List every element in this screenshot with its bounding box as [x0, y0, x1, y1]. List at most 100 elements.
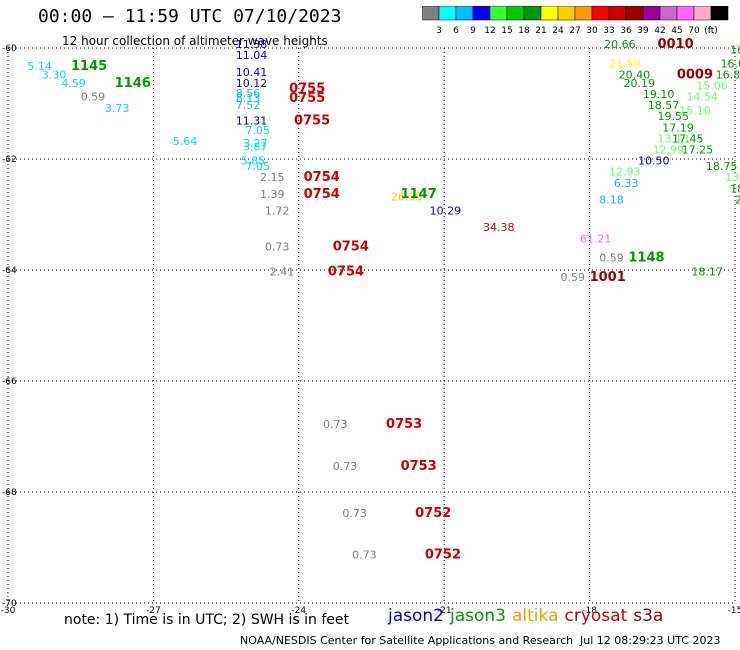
wave-height-label: 15.10 [679, 105, 711, 118]
pass-time-label: 0755 [294, 114, 330, 129]
wave-height-label: 17.45 [672, 132, 704, 145]
color-scale: 3 6 9 12 15 18 21 24 27 30 33 36 39 42 45 70 (ft) [422, 6, 729, 36]
wave-height-label: 7.52 [236, 99, 261, 112]
pass-time-label: 0753 [386, 417, 422, 432]
wave-height-label: 10.50 [638, 155, 670, 168]
pass-time-label: 0752 [425, 548, 461, 563]
y-tick-label: -64 [2, 266, 17, 276]
wave-height-label: 17.25 [682, 143, 714, 156]
legend-entry-s3a: s3a [633, 606, 664, 626]
x-tick-label: -24 [291, 606, 306, 616]
wave-height-label: 11.04 [236, 49, 268, 62]
pass-time-label: 0754 [304, 170, 340, 185]
y-tick-label: -60 [2, 44, 17, 54]
y-tick-label: -70 [2, 599, 17, 609]
scale-swatch [710, 6, 729, 21]
wave-height-label: 13.98 [725, 171, 740, 184]
wave-height-label: 4.59 [61, 77, 86, 90]
x-tick-label: -30 [1, 606, 16, 616]
scale-label: 21 [535, 26, 546, 36]
pass-time-label: 0753 [401, 459, 437, 474]
wave-height-label: 20.40 [619, 69, 651, 82]
footnote: note: 1) Time is in UTC; 2) SWH is in fe… [64, 612, 350, 628]
pass-time-label: 0009 [677, 68, 713, 83]
wave-height-label: 17.19 [662, 121, 694, 134]
wave-height-label: 11.38 [236, 38, 268, 51]
wave-height-label: 3.27 [243, 137, 268, 150]
wave-height-label: 2.41 [270, 266, 295, 279]
wave-height-label: 3.87 [243, 141, 268, 154]
legend-entry-jason2: jason2 [388, 606, 444, 626]
credit-line: NOAA/NESDIS Center for Satellite Applica… [240, 634, 574, 647]
wave-height-label: 7.05 [245, 160, 270, 173]
wave-height-label: 0.59 [599, 252, 624, 265]
wave-height-label: 10.41 [236, 66, 268, 79]
legend-entry-jason3: jason3 [450, 606, 506, 626]
scale-label: 33 [603, 26, 614, 36]
wave-height-label: 19.55 [657, 110, 689, 123]
generated-timestamp: Jul 12 08:29:23 UTC 2023 [580, 634, 721, 647]
wave-height-label: 0.59 [561, 271, 586, 284]
pass-time-label: 0755 [289, 91, 325, 106]
wave-height-label: 18.3 [730, 182, 740, 195]
page-subtitle: 12 hour collection of altimeter wave hei… [62, 34, 328, 48]
y-tick-label: -66 [2, 377, 17, 387]
wave-height-label: 20.66 [604, 38, 636, 51]
pass-time-label: 0755 [289, 81, 325, 96]
pass-time-label: 0754 [333, 240, 369, 255]
wave-height-label: 7.05 [245, 124, 270, 137]
scale-label: 9 [470, 26, 476, 36]
wave-height-label: 20 [735, 193, 740, 206]
pass-time-label: 1001 [590, 270, 626, 285]
wave-height-label: 8.13 [236, 92, 261, 105]
wave-height-label: 26.33 [391, 191, 423, 204]
wave-height-label: 0.73 [265, 241, 290, 254]
wave-height-label: 1.72 [265, 205, 290, 218]
wave-height-label: 18.75 [706, 160, 738, 173]
wave-height-label: 5.14 [27, 60, 51, 73]
pass-time-label: 0754 [328, 265, 364, 280]
wave-height-label: 3.30 [42, 69, 67, 82]
scale-label: 39 [637, 26, 649, 36]
wave-height-label: 10.29 [430, 205, 462, 218]
scale-label: 27 [569, 26, 580, 36]
wave-height-label: 0.73 [342, 507, 367, 520]
scale-label: 3 [436, 26, 442, 36]
wave-height-label: 15.06 [696, 80, 728, 93]
wave-height-label: 34.38 [483, 221, 515, 234]
scale-label: 70 [688, 26, 700, 36]
wave-height-label: 13.13 [657, 132, 689, 145]
wave-height-label: 12.93 [609, 166, 641, 179]
scale-label: (ft) [704, 26, 718, 36]
pass-time-label: 1148 [628, 251, 664, 266]
pass-time-label: 1145 [71, 59, 107, 74]
satellite-legend: jason2 jason3 altika cryosat s3a [388, 606, 669, 626]
y-tick-label: -68 [2, 488, 17, 498]
pass-time-label: 0752 [415, 506, 451, 521]
legend-entry-cryosat: cryosat [564, 606, 628, 626]
wave-height-label: 2.15 [260, 171, 285, 184]
x-tick-label: -27 [146, 606, 161, 616]
legend-entry-altika: altika [512, 606, 559, 626]
x-tick-label: -21 [437, 606, 452, 616]
wave-height-label: 21.59 [609, 57, 641, 70]
scale-label: 30 [586, 26, 598, 36]
wave-height-label: 6.33 [614, 177, 639, 190]
wave-height-label: 19.10 [643, 88, 675, 101]
wave-height-label: 11.31 [236, 115, 268, 128]
wave-height-label: 18.17 [691, 266, 723, 279]
wave-height-label: 3.73 [105, 102, 130, 115]
wave-height-label: 16.0 [720, 57, 740, 70]
wave-height-label: 16 [730, 44, 740, 57]
wave-height-label: 0.73 [333, 460, 358, 473]
wave-height-label: 16.88 [716, 69, 740, 82]
x-tick-label: -18 [582, 606, 597, 616]
scale-label: 45 [671, 26, 682, 36]
wave-height-label: 0.73 [352, 549, 377, 562]
wave-height-label: 5.64 [173, 135, 198, 148]
pass-time-label: 0754 [304, 187, 340, 202]
wave-height-label: 0.59 [81, 91, 106, 104]
wave-height-label: 0.73 [323, 418, 348, 431]
wave-height-label: 12.99 [653, 143, 685, 156]
